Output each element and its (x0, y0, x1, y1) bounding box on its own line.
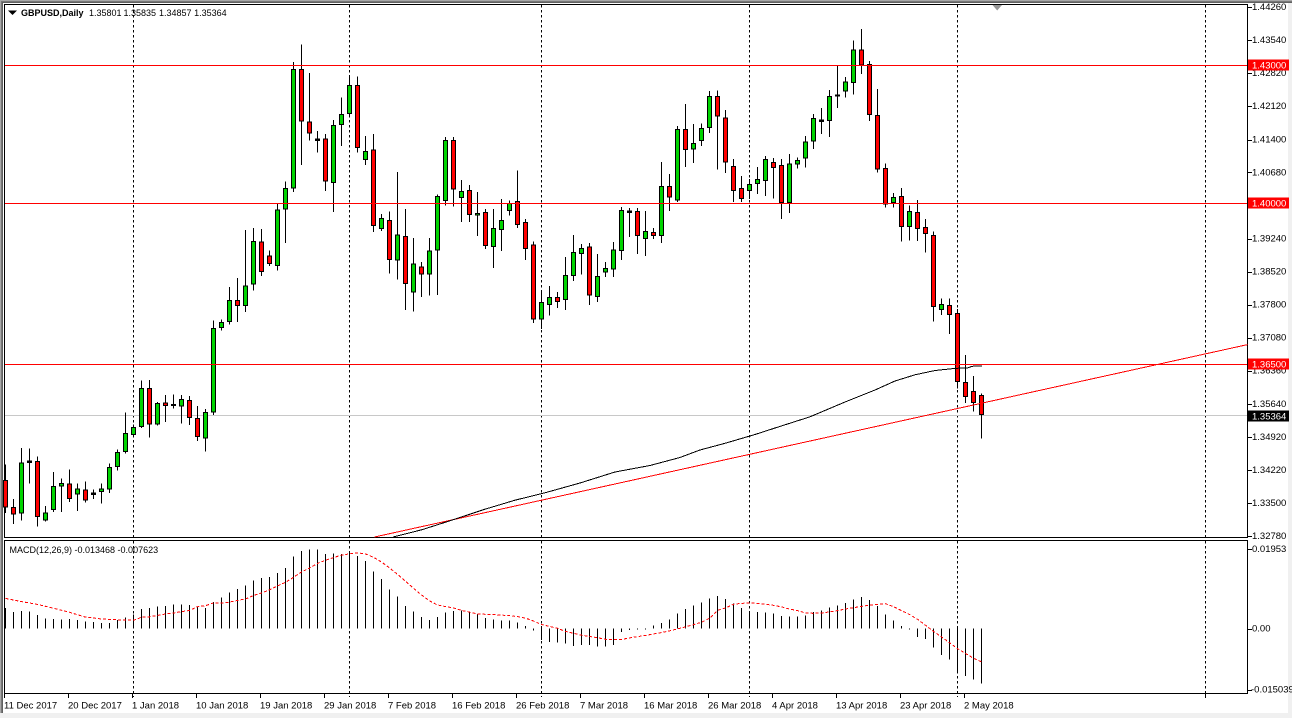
svg-text:1.43000: 1.43000 (1252, 60, 1286, 71)
svg-text:1.36360: 1.36360 (1252, 366, 1286, 377)
svg-text:GBPUSD,Daily: GBPUSD,Daily (21, 8, 84, 18)
svg-text:1 Jan 2018: 1 Jan 2018 (132, 701, 179, 712)
svg-text:16 Feb 2018: 16 Feb 2018 (452, 701, 505, 712)
svg-text:1.42820: 1.42820 (1252, 68, 1286, 79)
svg-text:20 Dec 2017: 20 Dec 2017 (68, 701, 122, 712)
svg-text:1.42120: 1.42120 (1252, 101, 1286, 112)
svg-text:0.01953: 0.01953 (1252, 544, 1286, 555)
svg-text:7 Feb 2018: 7 Feb 2018 (388, 701, 436, 712)
svg-text:1.43540: 1.43540 (1252, 35, 1286, 46)
svg-text:26 Feb 2018: 26 Feb 2018 (516, 701, 569, 712)
svg-text:7 Mar 2018: 7 Mar 2018 (580, 701, 628, 712)
svg-text:23 Apr 2018: 23 Apr 2018 (900, 701, 951, 712)
svg-text:29 Jan 2018: 29 Jan 2018 (324, 701, 376, 712)
svg-text:-0.015039: -0.015039 (1251, 684, 1292, 695)
svg-text:1.35835: 1.35835 (124, 8, 157, 18)
svg-text:16 Mar 2018: 16 Mar 2018 (644, 701, 697, 712)
svg-text:0.00: 0.00 (1252, 624, 1271, 635)
svg-text:1.34920: 1.34920 (1252, 432, 1286, 443)
svg-text:1.44260: 1.44260 (1252, 2, 1286, 13)
svg-text:1.34220: 1.34220 (1252, 465, 1286, 476)
svg-text:1.39240: 1.39240 (1252, 234, 1286, 245)
svg-text:1.37800: 1.37800 (1252, 300, 1286, 311)
svg-text:1.33500: 1.33500 (1252, 498, 1286, 509)
svg-text:1.35364: 1.35364 (194, 8, 227, 18)
svg-text:13 Apr 2018: 13 Apr 2018 (836, 701, 887, 712)
svg-text:1.35364: 1.35364 (1252, 411, 1286, 422)
svg-text:1.34857: 1.34857 (159, 8, 192, 18)
svg-text:11 Dec 2017: 11 Dec 2017 (4, 701, 57, 712)
svg-text:1.40680: 1.40680 (1252, 167, 1286, 178)
svg-text:MACD(12,26,9) -0.013468 -0.007: MACD(12,26,9) -0.013468 -0.007623 (10, 545, 159, 555)
svg-text:26 Mar 2018: 26 Mar 2018 (708, 701, 761, 712)
svg-text:1.38520: 1.38520 (1252, 267, 1286, 278)
svg-text:1.32780: 1.32780 (1252, 531, 1286, 542)
svg-text:1.35640: 1.35640 (1252, 399, 1286, 410)
svg-text:2 May 2018: 2 May 2018 (964, 701, 1014, 712)
svg-text:1.41400: 1.41400 (1252, 134, 1286, 145)
svg-text:10 Jan 2018: 10 Jan 2018 (196, 701, 248, 712)
svg-text:1.37080: 1.37080 (1252, 333, 1286, 344)
svg-text:1.35801: 1.35801 (89, 8, 122, 18)
svg-text:1.36500: 1.36500 (1252, 359, 1286, 370)
svg-text:4 Apr 2018: 4 Apr 2018 (772, 701, 818, 712)
svg-text:19 Jan 2018: 19 Jan 2018 (260, 701, 312, 712)
svg-text:1.40000: 1.40000 (1252, 198, 1286, 209)
